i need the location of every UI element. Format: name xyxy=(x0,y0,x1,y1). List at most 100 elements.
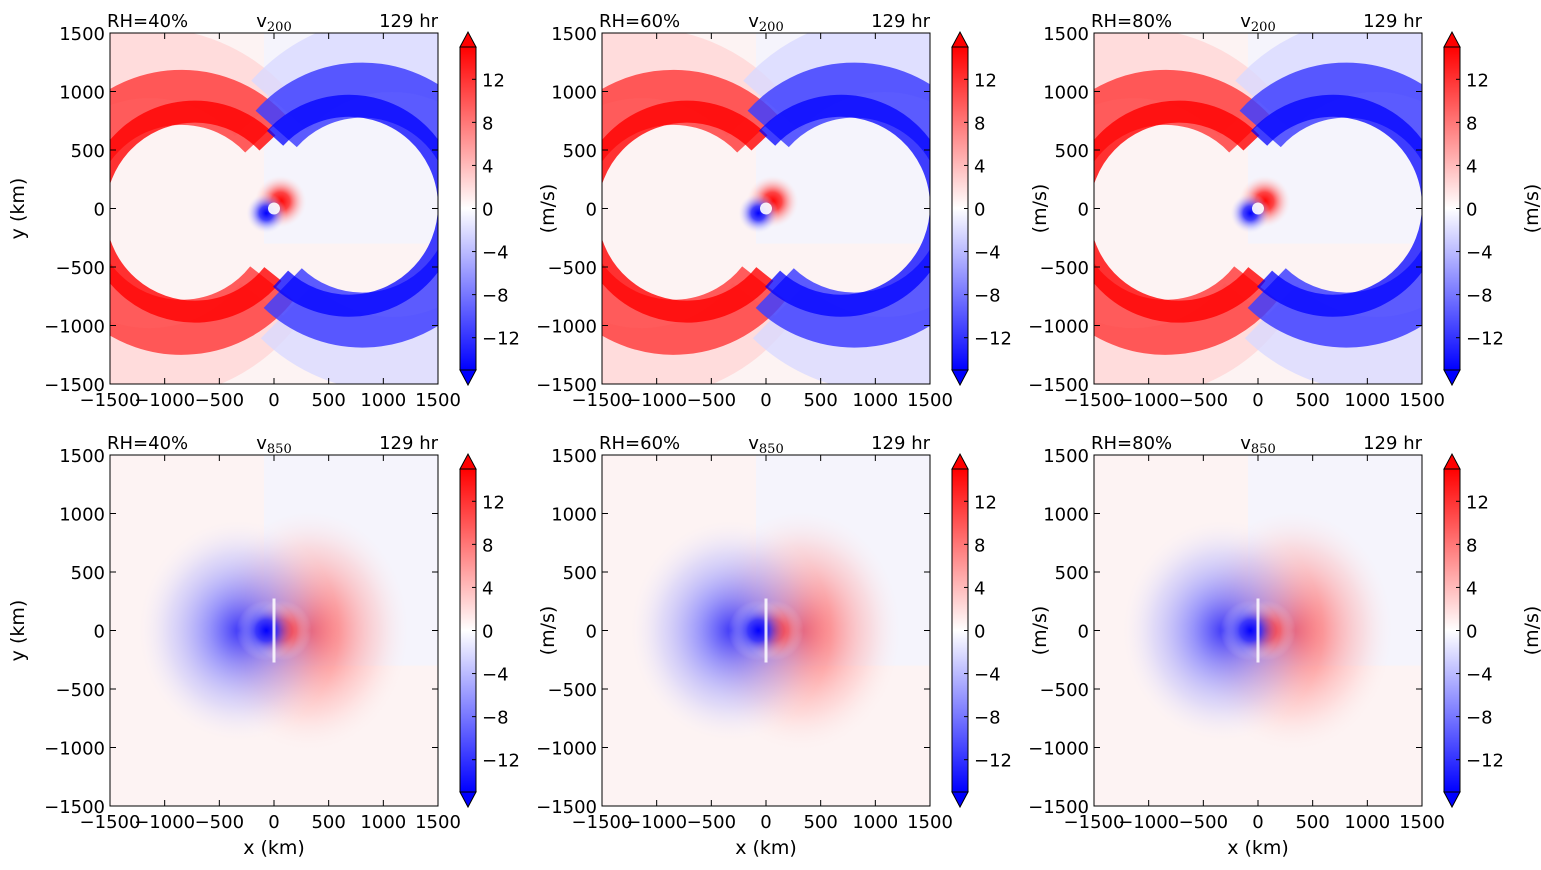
panel-variable: v850 xyxy=(748,433,783,457)
colorbar-gradient xyxy=(460,469,476,792)
axis-ticks: −1500−1000 −500 0 500 1000 1500−1500−1000−500… xyxy=(536,446,953,833)
positive-band xyxy=(110,69,294,355)
velocity-field xyxy=(602,33,930,384)
velocity-field xyxy=(602,455,930,806)
x-tick-label: −1500 xyxy=(572,812,633,833)
dipole-divider xyxy=(272,598,276,663)
colorbar-extend-min xyxy=(459,369,477,387)
x-tick-label: 1000 xyxy=(360,812,406,833)
x-tick-label: −1500 xyxy=(1064,812,1125,833)
x-tick-label: −1000 xyxy=(134,390,195,411)
y-tick-label: −1000 xyxy=(44,739,105,760)
colorbar-extend-max xyxy=(951,452,969,470)
colorbar-label: (m/s) xyxy=(1521,606,1541,656)
colorbar-tick-label: 8 xyxy=(1466,113,1477,134)
y-tick-label: −1000 xyxy=(1028,317,1089,338)
colorbar-tick-label: 0 xyxy=(1466,200,1477,221)
colorbar-tick-label: −12 xyxy=(482,751,520,772)
y-axis-label: y (km) xyxy=(7,178,29,240)
colorbar-gradient xyxy=(1444,469,1460,792)
x-tick-label: 500 xyxy=(1295,390,1329,411)
y-tick-label: −1000 xyxy=(536,739,597,760)
y-tick-label: 1500 xyxy=(1043,24,1089,45)
core-negative xyxy=(728,600,789,661)
y-tick-label: 0 xyxy=(586,622,597,643)
x-tick-label: 1000 xyxy=(852,812,898,833)
colorbar-tick-label: 4 xyxy=(974,156,985,177)
y-axis-label: y (km) xyxy=(7,600,29,662)
velocity-field xyxy=(110,455,438,806)
x-tick-label: −1500 xyxy=(80,390,141,411)
colorbar-extend-max xyxy=(1443,30,1461,48)
y-tick-label: 500 xyxy=(563,141,597,162)
panel-time-label: 129 hr xyxy=(1363,433,1422,454)
y-tick-label: 1500 xyxy=(551,24,597,45)
colorbar-tick-label: 8 xyxy=(482,535,493,556)
panel-time-label: 129 hr xyxy=(1363,11,1422,32)
colorbar-tick-label: 0 xyxy=(482,622,493,643)
y-tick-label: −1000 xyxy=(536,317,597,338)
x-tick-label: −500 xyxy=(687,812,736,833)
colorbar-extend-min xyxy=(1443,369,1461,387)
positive-outer-band xyxy=(110,33,297,384)
colorbar-extend-min xyxy=(951,369,969,387)
x-axis-label: x (km) xyxy=(243,837,305,859)
x-tick-label: −1000 xyxy=(1118,812,1179,833)
colorbar: 12 8 4 0 −4 −8 −12 (m/s) xyxy=(1443,452,1541,809)
x-tick-label: 0 xyxy=(1252,390,1263,411)
colorbar-extend-min xyxy=(951,791,969,809)
colorbar-tick-label: −12 xyxy=(974,751,1012,772)
colorbar-extend-max xyxy=(951,30,969,48)
x-tick-label: 1500 xyxy=(1399,390,1445,411)
positive-band xyxy=(1094,69,1278,355)
y-tick-label: −500 xyxy=(56,258,105,279)
core-negative xyxy=(1220,600,1281,661)
colorbar-label: (m/s) xyxy=(1029,606,1051,656)
axis-ticks: −1500−1000 −500 0 500 1000 1500−1500−1000−500… xyxy=(536,24,953,411)
negative-band xyxy=(747,62,930,348)
positive-band-core xyxy=(1094,100,1266,323)
colorbar-tick-label: 4 xyxy=(974,578,985,599)
y-tick-label: 0 xyxy=(1078,622,1089,643)
y-tick-label: −1500 xyxy=(1028,797,1089,818)
core-negative xyxy=(738,193,779,234)
x-tick-label: −500 xyxy=(195,390,244,411)
colorbar-tick-label: −4 xyxy=(1466,243,1493,264)
colorbar-extend-max xyxy=(459,452,477,470)
dipole-divider xyxy=(1256,598,1260,663)
colorbar-tick-label: −4 xyxy=(974,665,1001,686)
colorbar: 12 8 4 0 −4 −8 −12 (m/s) xyxy=(459,30,559,387)
colorbar-tick-label: −8 xyxy=(1466,708,1493,729)
y-tick-label: −1500 xyxy=(44,797,105,818)
colorbar-tick-label: 8 xyxy=(1466,535,1477,556)
negative-band-core xyxy=(1250,94,1422,317)
colorbar-tick-label: 4 xyxy=(1466,156,1477,177)
x-tick-label: 500 xyxy=(803,390,837,411)
panel-variable: v200 xyxy=(256,11,291,35)
colorbar-tick-label: 12 xyxy=(974,492,997,513)
negative-band-core xyxy=(266,94,438,317)
x-tick-label: 1000 xyxy=(852,390,898,411)
colorbar-tick-label: 4 xyxy=(482,156,493,177)
y-tick-label: 1000 xyxy=(551,83,597,104)
positive-band xyxy=(602,69,786,355)
panel-time-label: 129 hr xyxy=(871,433,930,454)
x-tick-label: 1000 xyxy=(1344,812,1390,833)
colorbar: 12 8 4 0 −4 −8 −12 (m/s) xyxy=(951,452,1051,809)
colorbar-tick-label: 12 xyxy=(974,70,997,91)
dipole-divider xyxy=(764,598,768,663)
y-tick-label: −1500 xyxy=(536,375,597,396)
x-tick-label: 500 xyxy=(1295,812,1329,833)
colorbar-extend-max xyxy=(1443,452,1461,470)
y-tick-label: 500 xyxy=(71,563,105,584)
negative-band xyxy=(255,62,438,348)
colorbar-tick-label: 8 xyxy=(974,535,985,556)
y-tick-label: 1000 xyxy=(59,83,105,104)
eye xyxy=(1252,202,1264,215)
y-tick-label: 500 xyxy=(1055,563,1089,584)
colorbar-gradient xyxy=(952,469,968,792)
velocity-field xyxy=(1094,33,1422,384)
x-tick-label: 1000 xyxy=(1344,390,1390,411)
y-tick-label: −500 xyxy=(548,680,597,701)
